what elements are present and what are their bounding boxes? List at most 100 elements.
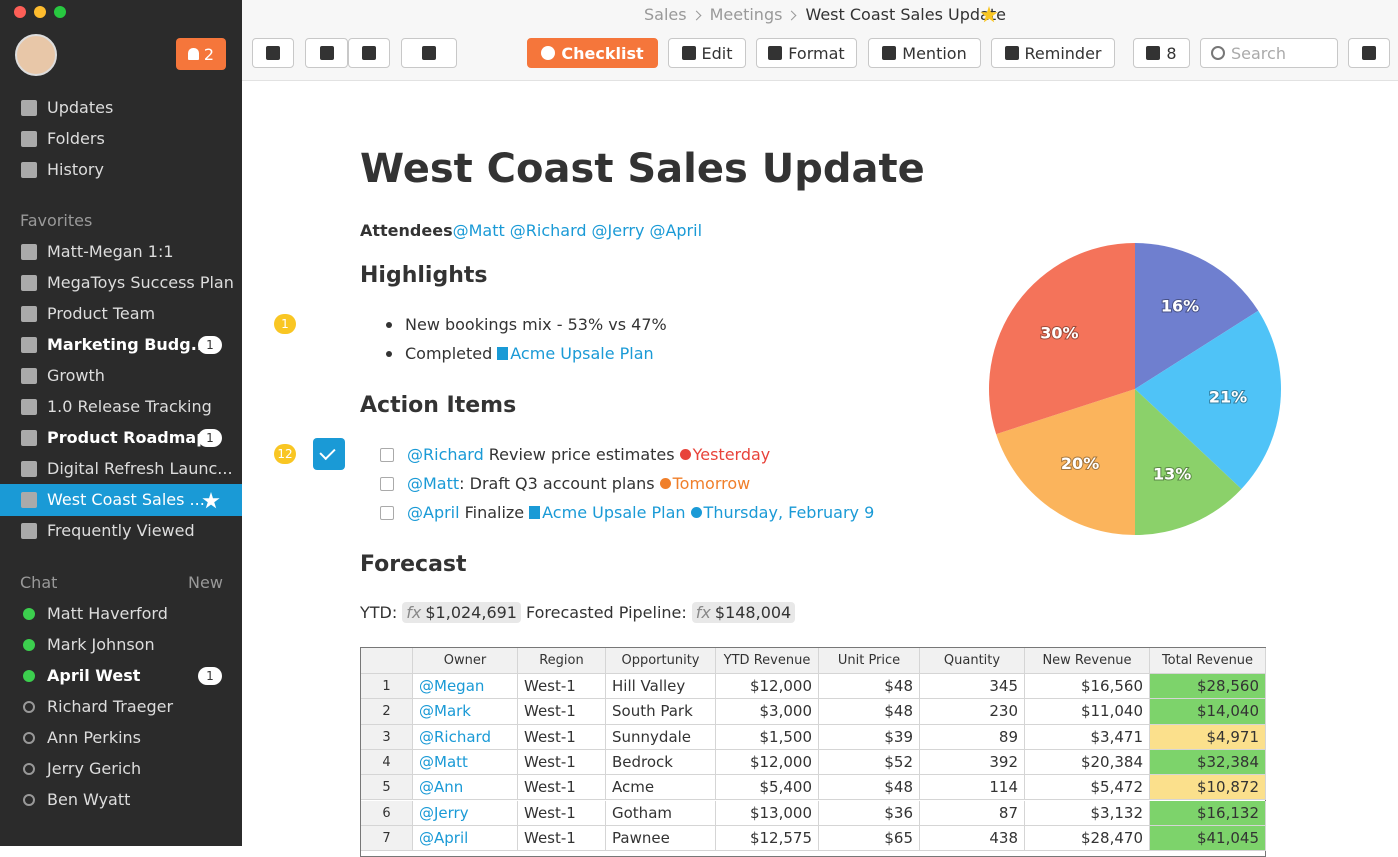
members-button[interactable]: 8 <box>1133 38 1190 68</box>
item-icon <box>21 100 37 116</box>
comment-badge[interactable]: 12 <box>274 444 296 464</box>
table-cell: @Mark <box>413 699 518 725</box>
sidebar-item[interactable]: West Coast Sales ... <box>0 484 242 516</box>
sidebar-item[interactable]: MegaToys Success Plan <box>0 267 242 299</box>
table-cell: $1,500 <box>716 724 819 750</box>
item-label: Product Team <box>47 304 156 323</box>
formula-icon: fx <box>406 603 422 622</box>
bullet <box>386 321 392 328</box>
mention[interactable]: @Matt <box>452 221 505 240</box>
mention[interactable]: @April <box>649 221 703 240</box>
mention[interactable]: @April <box>407 503 460 522</box>
table-cell: Hill Valley <box>606 674 716 700</box>
table-cell: YTD Revenue <box>716 648 819 674</box>
table-cell: $48 <box>819 775 920 801</box>
item-icon <box>21 337 37 353</box>
button-icon <box>1362 46 1376 60</box>
mention[interactable]: @Jerry <box>591 221 645 240</box>
window-control[interactable] <box>14 6 26 18</box>
mention[interactable]: @Richard <box>407 445 484 464</box>
window-control[interactable] <box>54 6 66 18</box>
table-cell: West-1 <box>518 800 606 826</box>
checkbox[interactable] <box>380 476 394 491</box>
sidebar-toggle[interactable] <box>252 38 294 68</box>
forward-button[interactable] <box>348 38 390 68</box>
table-cell: Sunnydale <box>606 724 716 750</box>
table-cell: Unit Price <box>819 648 920 674</box>
table-cell: 7 <box>361 825 413 852</box>
doc-link[interactable]: Acme Upsale Plan <box>542 503 686 522</box>
checkbox[interactable] <box>380 505 394 520</box>
back-button[interactable] <box>305 38 348 68</box>
sidebar-item[interactable]: Updates <box>0 92 242 124</box>
sidebar-item[interactable]: Product Team <box>0 298 242 330</box>
breadcrumb-item[interactable]: Sales <box>644 5 687 24</box>
search-field[interactable]: Search <box>1200 38 1338 68</box>
table-cell: Pawnee <box>606 825 716 852</box>
button-icon <box>362 46 376 60</box>
sidebar-item[interactable]: Mark Johnson <box>0 629 242 661</box>
sidebar-item[interactable]: Folders <box>0 123 242 155</box>
item-icon <box>21 430 37 446</box>
item-label: Product Roadmap <box>47 428 208 447</box>
formula-value: $1,024,691 <box>425 603 517 622</box>
checklist-button[interactable]: Checklist <box>527 38 658 68</box>
button-icon <box>422 46 436 60</box>
sidebar-item[interactable]: Digital Refresh Launc... <box>0 453 242 485</box>
comment-badge[interactable]: 1 <box>274 314 296 334</box>
button-icon <box>1211 46 1225 60</box>
new-chat[interactable]: New <box>188 573 223 592</box>
button-icon <box>541 46 556 60</box>
table-cell: West-1 <box>518 724 606 750</box>
button-icon <box>1004 46 1019 60</box>
item-label: Folders <box>47 129 105 148</box>
pie-slice <box>1135 389 1242 535</box>
sidebar-item[interactable]: Ann Perkins <box>0 722 242 754</box>
sidebar-item[interactable]: April West 1 <box>0 660 242 692</box>
status-dot <box>23 732 35 744</box>
highlight-text: Completed <box>405 344 493 363</box>
button-label: Mention <box>902 43 967 63</box>
compose-button[interactable] <box>1348 38 1390 68</box>
table-cell: $13,000 <box>716 800 819 826</box>
table-cell: 2 <box>361 699 413 725</box>
breadcrumb-item[interactable]: Meetings <box>709 5 783 24</box>
status-dot <box>23 701 35 713</box>
forecast-line: YTD: fx $1,024,691 Forecasted Pipeline: fx $1… <box>360 602 796 623</box>
table-cell: $3,132 <box>1025 800 1150 826</box>
table-cell: $14,040 <box>1150 699 1266 725</box>
sidebar-item[interactable]: Richard Traeger <box>0 691 242 723</box>
format-button[interactable]: Format <box>756 38 857 68</box>
pie-slice <box>1135 243 1259 389</box>
window-control[interactable] <box>34 6 46 18</box>
reminder-button[interactable]: Reminder <box>991 38 1115 68</box>
section-heading: Action Items <box>360 393 517 418</box>
table-cell: $52 <box>819 749 920 776</box>
slice-label: 16% <box>1161 297 1199 316</box>
mention[interactable]: @Richard <box>509 221 587 240</box>
section-header: Chat <box>20 573 58 592</box>
sidebar-item[interactable]: Matt-Megan 1:1 <box>0 236 242 268</box>
doc-link[interactable]: Acme Upsale Plan <box>510 344 654 363</box>
sidebar-item[interactable]: Growth <box>0 360 242 392</box>
sidebar-item[interactable]: 1.0 Release Tracking <box>0 391 242 423</box>
item-label: Digital Refresh Launc... <box>47 459 233 478</box>
mention-button[interactable]: Mention <box>868 38 981 68</box>
sidebar-item[interactable]: History <box>0 154 242 186</box>
item-icon <box>21 275 37 291</box>
checklist-toggle[interactable] <box>313 438 345 470</box>
sidebar-item[interactable]: Product Roadmap 1 <box>0 422 242 454</box>
sidebar-item[interactable]: Jerry Gerich <box>0 753 242 785</box>
sidebar-item[interactable]: Ben Wyatt <box>0 784 242 816</box>
checkbox[interactable] <box>380 447 394 462</box>
table-cell: @Jerry <box>413 800 518 826</box>
mention[interactable]: @Matt <box>407 474 460 493</box>
avatar[interactable] <box>15 34 57 76</box>
sidebar-item[interactable]: Marketing Budg... 1 <box>0 329 242 361</box>
sidebar-item[interactable]: Matt Haverford <box>0 598 242 630</box>
document-menu[interactable] <box>401 38 457 68</box>
notifications-button[interactable]: 2 <box>176 38 226 70</box>
sidebar-item[interactable]: Frequently Viewed <box>0 515 242 547</box>
button-icon <box>1146 46 1161 60</box>
edit-button[interactable]: Edit <box>668 38 746 68</box>
